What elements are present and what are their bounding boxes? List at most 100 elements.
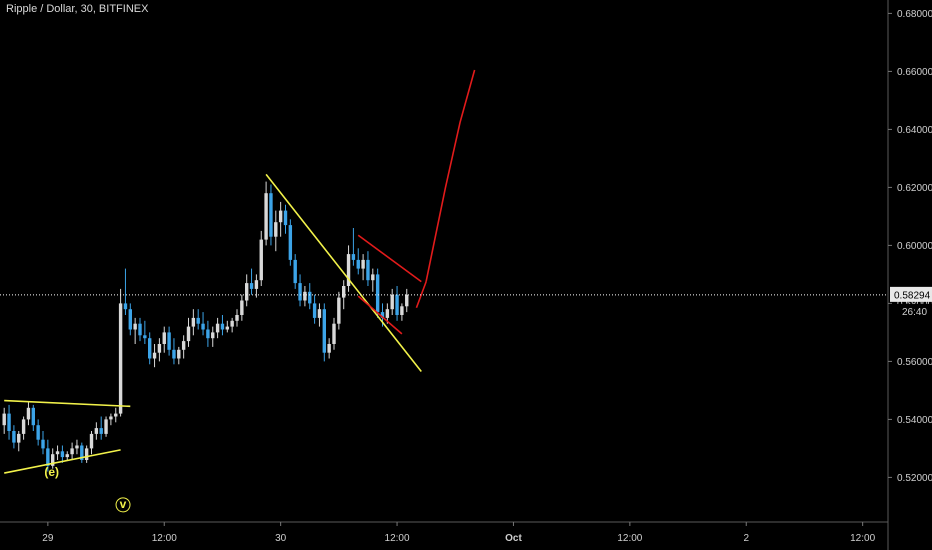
chart-title: Ripple / Dollar, 30, BITFINEX [6,3,149,15]
candle-body [89,433,94,449]
candle-body [317,309,322,318]
x-tick-label: 12:00 [152,533,177,544]
candle-body [152,352,157,359]
candle-body [366,259,370,281]
candle-body [196,317,200,324]
x-tick-label: 12:00 [617,533,642,544]
candle-body [84,448,89,460]
yellow-trendline [4,449,121,474]
candle-body [99,428,103,434]
wave-label: (e) [44,465,59,479]
red-trendline [415,281,427,309]
x-tick-label: 12:00 [385,533,410,544]
y-tick-label: 0.52000 [897,473,932,484]
candle-body [104,419,108,434]
candle-body [220,323,225,330]
projection-path [425,69,476,282]
candle-body [308,291,312,304]
wave-label: v [120,497,127,511]
x-tick-label: 30 [275,533,287,544]
candle-body [346,254,351,286]
candle-body [167,332,171,350]
candle-body [70,448,74,455]
yellow-trendline [265,173,422,373]
plot-area: (e) v [0,69,887,513]
candle-body [245,283,249,301]
candle-body [109,416,113,420]
candle-body [51,454,55,466]
candle-body [385,309,390,318]
red-trendline [357,234,422,283]
candle-body [356,259,360,269]
candle-body [148,338,152,359]
red-trendline [357,295,403,335]
candle-body [380,312,385,318]
y-tick-label: 0.54000 [897,415,932,426]
candle-body [254,280,259,289]
y-tick-label: 0.62000 [897,183,932,194]
candle-body [332,323,336,344]
candle-body [65,454,69,458]
candle-body [143,335,147,339]
candle-body [201,323,205,330]
candle-body [269,193,273,237]
candle-body [162,332,166,344]
candle-body [138,323,142,336]
candle-body [118,303,123,414]
yellow-trendline [4,399,131,408]
candle-body [55,451,60,455]
y-tick-label: 0.66000 [897,67,932,78]
candle-body [94,428,99,434]
x-tick-label: 12:00 [850,533,875,544]
candle-body [371,274,375,281]
y-tick-label: 0.56000 [897,357,932,368]
candle-body [230,320,234,327]
candle-body [75,445,79,449]
candle-body [60,451,65,458]
countdown-label: 26:40 [902,307,927,318]
candle-body [288,225,293,260]
candle-body [259,239,263,281]
candle-body [278,210,283,223]
candle-body [41,439,45,449]
price-badge-label: 0.58294 [894,290,931,301]
y-tick-label: 0.68000 [897,9,932,20]
candle-body [133,323,137,330]
candle-body [215,323,220,333]
y-tick-label: 0.60000 [897,241,932,252]
candle-body [249,283,254,289]
candle-body [327,344,331,353]
candle-body [21,419,26,434]
price-badge [890,286,932,302]
candle-body [322,309,326,353]
candle-body [405,294,409,307]
candle-body [361,259,365,269]
candle-body [312,303,317,318]
candle-body [177,349,181,359]
candle-body [225,326,229,330]
candle-body [114,413,118,417]
candle-body [400,306,404,315]
candle-body [26,407,31,420]
countdown-badge [890,303,932,318]
candle-body [46,448,50,466]
candle-body [128,309,132,330]
candle-body [211,332,215,339]
candle-body [123,303,128,310]
candle-body [36,425,40,440]
x-tick-label: Oct [505,533,522,544]
candle-body [31,407,35,426]
candle-body [240,300,244,315]
candle-body [375,274,380,313]
candle-body [293,259,297,284]
x-tick-label: 29 [42,533,54,544]
candle-body [80,445,84,460]
candle-body [235,315,239,321]
candle-body [395,294,399,315]
candle-body [264,193,268,240]
candle-body [17,433,21,443]
candle-body [390,294,394,310]
candle-body [157,344,162,353]
candle-body [7,413,11,431]
